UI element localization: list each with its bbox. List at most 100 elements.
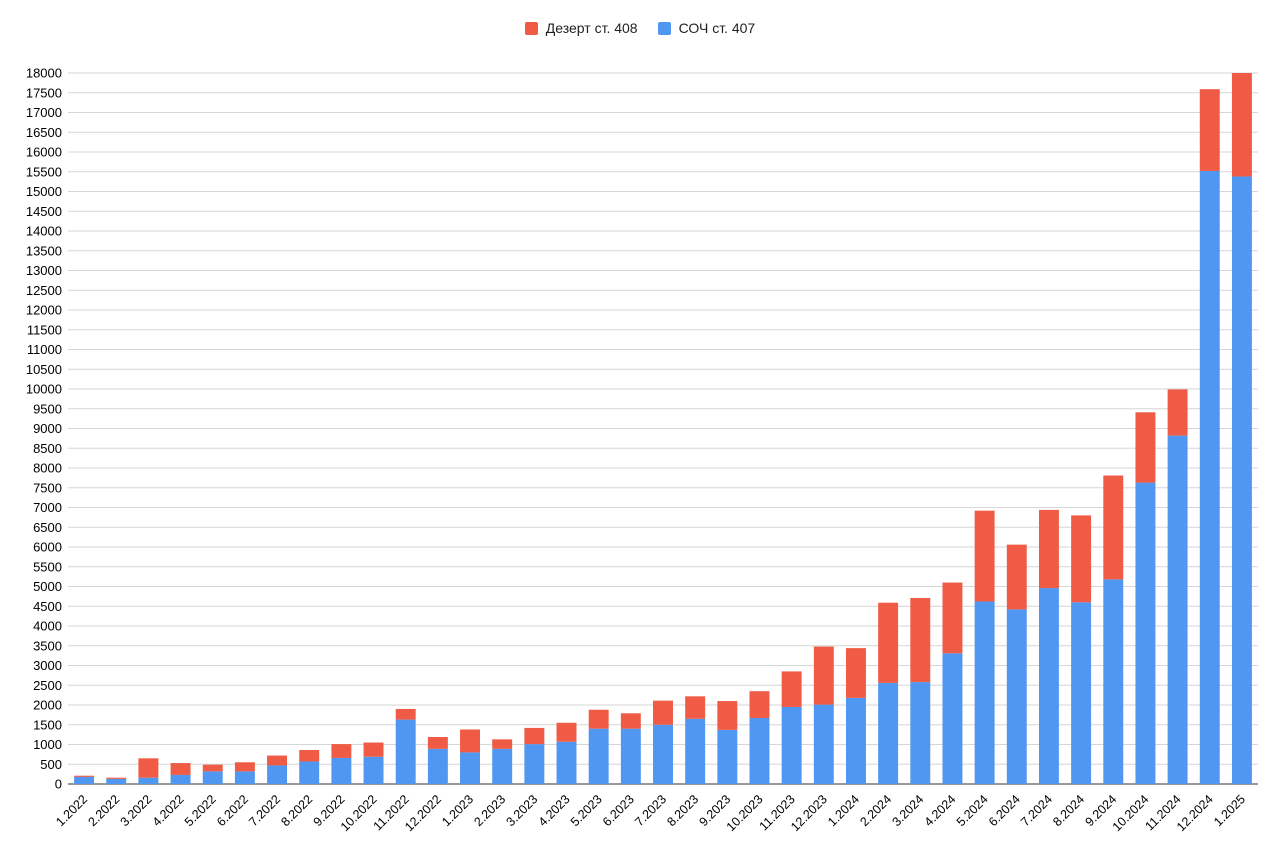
bar-dessert — [910, 597, 931, 683]
bar-dessert — [974, 510, 995, 602]
y-tick-label: 1500 — [33, 717, 62, 732]
x-tick-label: 12.2024 — [1174, 792, 1216, 834]
bar-dessert — [813, 646, 834, 705]
y-tick-label: 6500 — [33, 520, 62, 535]
y-tick-label: 14500 — [26, 204, 62, 219]
bar-soch — [1199, 170, 1220, 784]
bar-dessert — [1231, 73, 1252, 177]
bar-dessert — [106, 777, 127, 779]
x-tick-label: 10.2023 — [724, 792, 766, 834]
y-tick-label: 17000 — [26, 105, 62, 120]
bar-soch — [492, 748, 513, 784]
y-tick-label: 2000 — [33, 698, 62, 713]
bar-dessert — [620, 713, 641, 729]
bar-soch — [138, 777, 159, 784]
x-tick-label: 4.2022 — [150, 792, 187, 829]
bar-dessert — [170, 763, 191, 775]
bar-dessert — [942, 582, 963, 654]
bar-dessert — [1038, 509, 1059, 589]
x-tick-label: 2.2022 — [85, 792, 122, 829]
bar-soch — [1231, 176, 1252, 785]
bar-dessert — [749, 691, 770, 719]
y-tick-label: 6000 — [33, 540, 62, 555]
bar-dessert — [395, 708, 416, 720]
x-tick-label: 10.2024 — [1110, 792, 1152, 834]
bar-soch — [653, 724, 673, 784]
bar-soch — [267, 765, 288, 784]
y-tick-label: 11000 — [27, 342, 62, 357]
bar-soch — [942, 653, 963, 784]
x-tick-label: 7.2023 — [632, 792, 669, 829]
y-tick-label: 12500 — [26, 283, 62, 298]
y-tick-label: 18000 — [26, 66, 62, 81]
legend-label-dessert: Дезерт ст. 408 — [545, 20, 638, 36]
y-tick-label: 7000 — [33, 500, 62, 515]
bar-dessert — [460, 729, 480, 753]
y-tick-label: 0 — [55, 777, 62, 792]
bar-soch — [556, 741, 577, 784]
bar-soch — [685, 718, 706, 784]
bar-soch — [781, 706, 802, 784]
x-tick-label: 4.2024 — [922, 792, 959, 829]
legend-swatch-dessert — [524, 21, 538, 35]
bar-dessert — [1135, 412, 1156, 483]
bar-soch — [299, 761, 320, 784]
bar-soch — [1071, 602, 1092, 784]
x-tick-label: 8.2024 — [1050, 792, 1087, 829]
x-tick-label: 6.2022 — [214, 792, 251, 829]
x-tick-label: 1.2025 — [1211, 792, 1248, 829]
bar-dessert — [588, 709, 609, 729]
bar-soch — [1135, 482, 1156, 784]
x-tick-label: 5.2024 — [954, 792, 991, 829]
bar-soch — [620, 728, 641, 784]
bar-dessert — [267, 755, 288, 766]
bar-soch — [331, 757, 352, 784]
y-tick-label: 9500 — [33, 401, 62, 416]
x-tick-label: 3.2023 — [504, 792, 541, 829]
bar-soch — [395, 719, 416, 784]
y-tick-label: 17500 — [26, 85, 62, 100]
y-tick-label: 500 — [40, 757, 62, 772]
bar-dessert — [846, 648, 866, 698]
bar-soch — [1103, 579, 1124, 784]
bar-dessert — [653, 700, 673, 725]
y-tick-label: 11500 — [27, 322, 62, 337]
x-tick-label: 3.2022 — [118, 792, 155, 829]
x-tick-label: 10.2022 — [338, 792, 380, 834]
x-tick-label: 3.2024 — [889, 792, 926, 829]
bar-soch — [74, 776, 95, 784]
bar-soch — [717, 729, 738, 784]
bar-dessert — [299, 750, 320, 762]
y-tick-label: 2500 — [33, 678, 62, 693]
x-tick-label: 5.2023 — [568, 792, 605, 829]
y-tick-label: 4500 — [33, 599, 62, 614]
bar-soch — [749, 718, 770, 784]
bar-dessert — [492, 739, 513, 749]
bar-soch — [974, 601, 995, 784]
legend-item-soch: СОЧ ст. 407 — [657, 20, 756, 36]
bar-dessert — [878, 602, 899, 683]
x-tick-label: 8.2023 — [664, 792, 701, 829]
y-tick-label: 15000 — [26, 184, 62, 199]
bar-dessert — [556, 722, 577, 742]
y-tick-label: 10000 — [26, 382, 62, 397]
y-tick-label: 8000 — [33, 461, 62, 476]
bar-soch — [106, 778, 127, 784]
y-tick-label: 3500 — [33, 638, 62, 653]
bar-dessert — [1167, 389, 1188, 436]
bar-soch — [910, 682, 931, 784]
bar-dessert — [363, 742, 384, 757]
bar-dessert — [138, 758, 159, 778]
bar-soch — [1167, 435, 1188, 784]
bar-soch — [846, 697, 866, 784]
x-tick-label: 2.2024 — [857, 792, 894, 829]
bar-dessert — [524, 727, 545, 745]
bar-dessert — [1006, 544, 1027, 610]
y-tick-label: 5500 — [33, 559, 62, 574]
bar-dessert — [781, 671, 802, 707]
bar-soch — [427, 748, 448, 784]
x-tick-label: 12.2023 — [788, 792, 830, 834]
legend-label-soch: СОЧ ст. 407 — [678, 20, 756, 36]
x-tick-label: 5.2022 — [182, 792, 219, 829]
